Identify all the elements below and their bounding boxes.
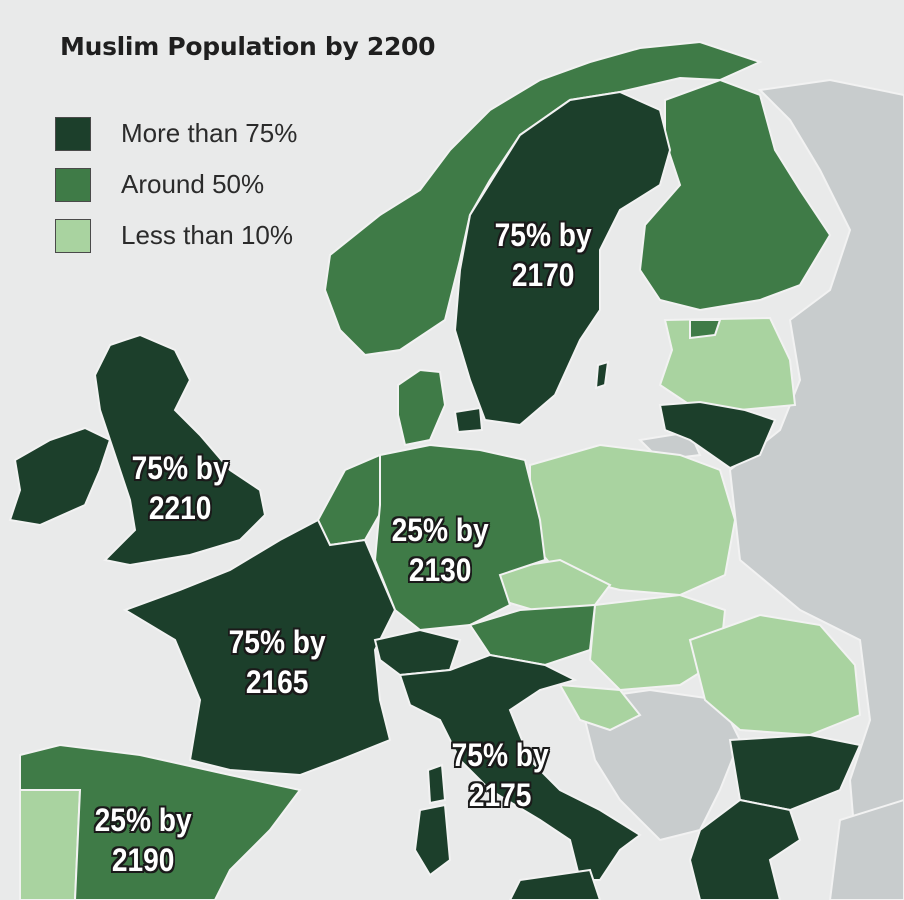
label-line: 25% by — [391, 512, 489, 548]
france-region — [122, 518, 397, 777]
label-line: 25% by — [94, 802, 192, 838]
label-scandinavia: 75% by 2170 — [495, 215, 592, 295]
label-line: 2165 — [245, 664, 309, 700]
legend-label: More than 75% — [121, 118, 298, 148]
sardinia-region — [413, 803, 452, 877]
norway-region — [323, 40, 763, 357]
baltics-light-region — [658, 316, 797, 412]
legend-swatch — [55, 218, 91, 253]
turkey-region — [828, 798, 904, 900]
legend-label: Around 50% — [121, 169, 265, 199]
label-iberia: 25% by 2190 — [95, 800, 192, 880]
legend-item-more-than-75: More than 75% — [55, 108, 297, 159]
spain-region — [19, 743, 302, 900]
sweden-region — [453, 90, 672, 427]
label-line: 2130 — [408, 552, 472, 588]
label-germany: 25% by 2130 — [392, 510, 489, 590]
legend-label: Less than 10% — [121, 220, 294, 250]
label-italy: 75% by 2175 — [452, 735, 549, 815]
estonia-islands-region — [689, 319, 722, 340]
label-line: 75% by — [494, 217, 592, 253]
label-line: 2170 — [511, 257, 575, 293]
label-britain: 75% by 2210 — [132, 448, 229, 528]
label-line: 75% by — [228, 624, 326, 660]
gotland-region — [594, 360, 610, 390]
denmark-region — [397, 368, 447, 447]
legend-swatch — [55, 167, 91, 202]
romania-region — [688, 613, 862, 737]
label-line: 2190 — [111, 842, 175, 878]
map-title: Muslim Population by 2200 — [60, 32, 436, 61]
legend: More than 75% Around 50% Less than 10% — [55, 108, 297, 261]
label-line: 2210 — [148, 490, 212, 526]
greece-region — [688, 798, 802, 900]
italy-region — [398, 653, 642, 881]
germany-region — [373, 443, 547, 632]
sicily-region — [508, 868, 602, 900]
label-france: 75% by 2165 — [229, 622, 326, 702]
denmark-island-region — [453, 406, 484, 434]
croatia-region — [558, 683, 642, 732]
legend-item-less-than-10: Less than 10% — [55, 210, 297, 261]
legend-swatch — [55, 116, 91, 151]
label-line: 75% by — [451, 737, 549, 773]
corsica-region — [426, 763, 447, 805]
label-line: 2175 — [468, 777, 532, 813]
portugal-region — [19, 789, 82, 900]
western-balkans-region — [578, 688, 742, 842]
russia-region — [728, 78, 904, 900]
legend-item-around-50: Around 50% — [55, 159, 297, 210]
finland-region — [638, 78, 832, 312]
lithuania-region — [658, 400, 777, 470]
ireland-region — [8, 426, 112, 527]
britain-region — [93, 333, 267, 567]
label-line: 75% by — [131, 450, 229, 486]
